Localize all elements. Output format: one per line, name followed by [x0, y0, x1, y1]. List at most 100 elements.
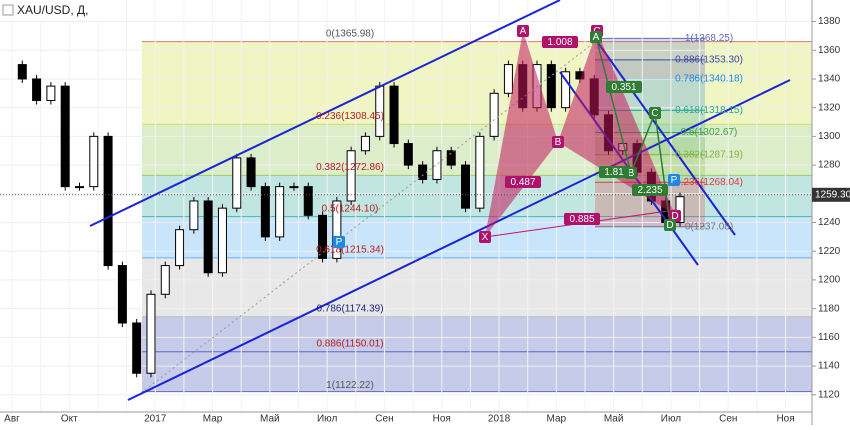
pattern-tag-label: P: [336, 237, 343, 248]
time-axis: [0, 412, 812, 425]
candle: [46, 85, 56, 101]
pattern-tag: [668, 174, 680, 186]
pattern-tag-label: D: [671, 211, 678, 222]
pattern-tag-label: 1.008: [547, 37, 572, 48]
candle: [175, 229, 185, 267]
pattern-tag-label: C: [651, 108, 658, 119]
pattern-tag: [632, 184, 668, 196]
pattern-tag: [664, 219, 676, 231]
x-tick-label: 2017: [144, 414, 167, 425]
pattern-tag: [552, 136, 564, 148]
candle: [203, 200, 213, 274]
candle: [32, 78, 42, 101]
candle: [260, 186, 270, 238]
candle: [60, 85, 70, 188]
y-tick-label: 1300: [818, 131, 841, 142]
pattern-tag-label: 0.885: [569, 214, 594, 225]
pattern-tag-label: P: [671, 175, 678, 186]
y-tick-label: 1320: [818, 102, 841, 113]
x-tick-label: Мар: [203, 414, 223, 425]
channel-line: [595, 39, 736, 236]
candle: [346, 150, 356, 202]
candle: [461, 164, 471, 209]
y-tick-label: 1140: [818, 361, 840, 372]
pattern-tags: 0(1365.98) 0.236(1308.45) 0.382(1272.86) 0.…: [316, 25, 743, 391]
x-tick-label: Авг: [4, 414, 20, 425]
trend-line: [144, 37, 601, 391]
candle: [160, 265, 170, 295]
pattern-tag: [599, 166, 629, 178]
fib-label: 0.236(1268.04): [675, 177, 743, 188]
pattern-tag-label: 0.351: [611, 82, 636, 93]
fib-band: [595, 59, 705, 79]
x-tick-label: Ноя: [776, 414, 794, 425]
y-tick-label: 1340: [818, 74, 841, 85]
candle: [389, 85, 399, 145]
candle: [418, 164, 428, 180]
last-price-box: [812, 187, 850, 202]
fib-band: [142, 257, 812, 317]
pattern-shape: [558, 31, 675, 215]
y-tick-label: 1120: [818, 389, 840, 400]
fib-label: 0.382(1272.86): [316, 162, 384, 173]
y-tick-label: 1360: [818, 45, 841, 56]
candle: [503, 64, 513, 94]
pattern-tag-label: D: [666, 220, 673, 231]
candle: [403, 143, 413, 166]
candle: [117, 265, 127, 324]
pattern-tag-label: 0.487: [510, 177, 535, 188]
y-tick-label: 1240: [818, 217, 841, 228]
fib-label: 0.886(1150.01): [316, 338, 383, 349]
y-tick-label: 1160: [818, 332, 840, 343]
y-tick-label: 1180: [818, 303, 840, 314]
fib-band: [595, 38, 705, 60]
candle: [446, 150, 456, 166]
fib-band: [142, 316, 812, 352]
fib-label: 0.886(1353.30): [675, 55, 743, 66]
candle: [475, 135, 485, 209]
x-tick-label: Сен: [375, 414, 393, 425]
x-tick-label: Сен: [719, 414, 737, 425]
fib-label: 0(1237.08): [685, 221, 733, 232]
x-tick-label: Ноя: [433, 414, 451, 425]
fib-label: 0.618(1215.34): [316, 245, 384, 256]
y-tick-label: 1220: [818, 246, 841, 257]
candle: [546, 64, 556, 109]
fib-label: 0.786(1340.18): [675, 73, 743, 84]
x-tick-label: Июл: [317, 414, 337, 425]
pattern-tag-label: A: [593, 32, 600, 43]
x-tick-label: 2018: [488, 414, 511, 425]
fib-label: 0(1365.98): [326, 28, 374, 39]
candle: [360, 135, 370, 152]
pattern-tag-label: B: [555, 137, 562, 148]
candle: [246, 157, 256, 188]
fib-label: 0.786(1174.39): [316, 303, 383, 314]
pattern-tag: [542, 36, 578, 48]
candle: [489, 92, 499, 137]
x-tick-label: Май: [604, 414, 624, 425]
pattern-line: [595, 36, 671, 225]
candle: [132, 322, 142, 374]
pattern-tag-label: X: [482, 232, 489, 243]
last-price-label: 1259.30: [815, 189, 850, 200]
price-axis: [812, 0, 850, 425]
plot: [17, 60, 685, 378]
fib-band: [142, 351, 812, 392]
pattern-tag: [590, 31, 602, 43]
x-tick-label: Окт: [61, 414, 78, 425]
x-tick-label: Июл: [661, 414, 681, 425]
fib-bands: [142, 37, 812, 393]
y-tick-label: 1200: [818, 275, 841, 286]
pattern-tag-label: 2.235: [637, 185, 662, 196]
symbol-icon[interactable]: [2, 4, 14, 16]
candle: [74, 186, 84, 189]
candle: [89, 135, 99, 188]
pattern-tag-label: A: [520, 26, 527, 37]
fib-label: 0.5(1244.10): [322, 203, 379, 214]
pattern-tag-label: B: [628, 168, 635, 179]
symbol-title[interactable]: XAU/USD, Д,: [17, 3, 88, 17]
fib-label: 0.618(1318.15): [675, 105, 743, 116]
pattern-tag: [505, 176, 541, 188]
